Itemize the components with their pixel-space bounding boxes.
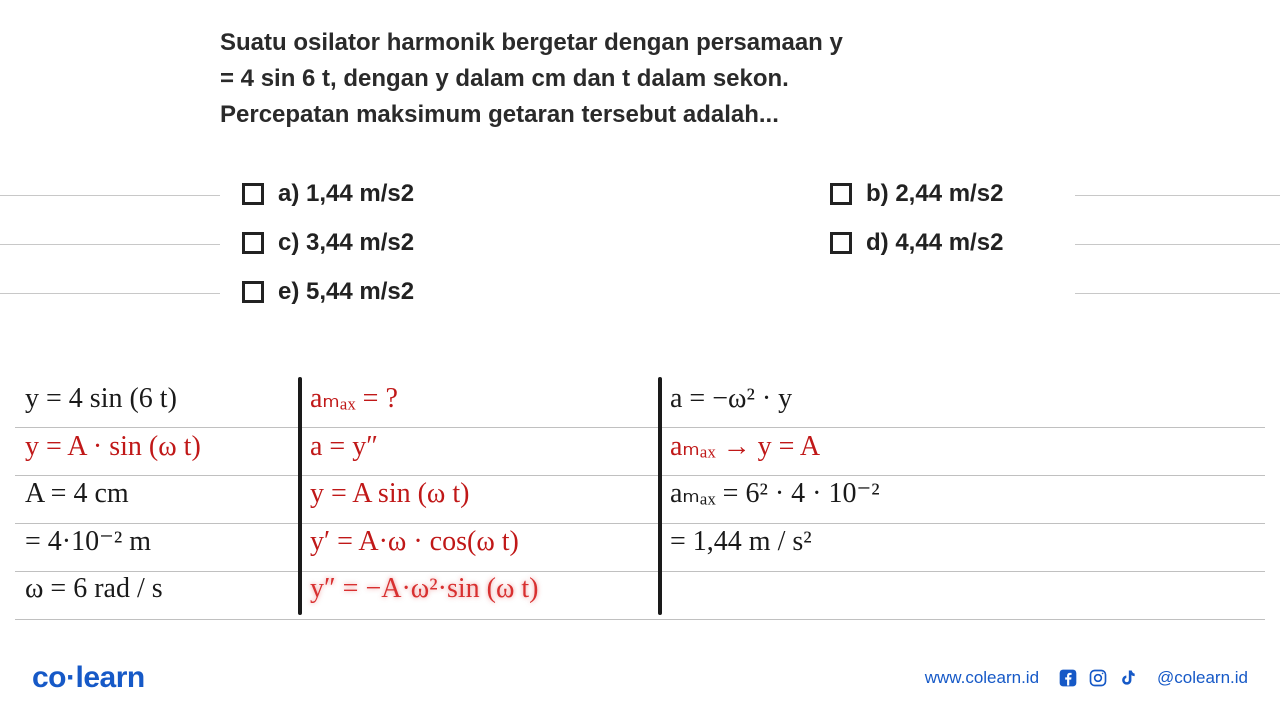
hw-line: a = y″ xyxy=(310,423,640,471)
option-a[interactable]: a) 1,44 m/s2 xyxy=(242,180,414,208)
option-label: d) xyxy=(866,229,889,257)
footer: co·learn www.colearn.id @colearn.id xyxy=(0,658,1280,698)
hw-line: aₘₐₓ → y = A xyxy=(670,423,1010,471)
checkbox-icon[interactable] xyxy=(242,183,264,205)
option-row-1: a) 1,44 m/s2 b) 2,44 m/s2 xyxy=(0,170,1280,219)
footer-right: www.colearn.id @colearn.id xyxy=(925,667,1248,689)
hw-line: y″ = −A·ω²·sin (ω t) xyxy=(310,565,640,613)
hw-line: = 1,44 m / s² xyxy=(670,518,1010,566)
rule-line xyxy=(0,293,220,294)
question-block: Suatu osilator harmonik bergetar dengan … xyxy=(220,25,1220,153)
tiktok-icon[interactable] xyxy=(1117,667,1139,689)
social-icons xyxy=(1057,667,1139,689)
hw-line: = 4·10⁻² m xyxy=(25,518,295,566)
checkbox-icon[interactable] xyxy=(830,183,852,205)
handwritten-notes: y = 4 sin (6 t) y = A · sin (ω t) A = 4 … xyxy=(0,365,1280,635)
notes-column-3: a = −ω² · y aₘₐₓ → y = A aₘₐₓ = 6² · 4 ·… xyxy=(670,375,1010,565)
option-c[interactable]: c) 3,44 m/s2 xyxy=(242,229,414,257)
notes-column-2: aₘₐₓ = ? a = y″ y = A sin (ω t) y′ = A·ω… xyxy=(310,375,640,613)
option-text: 1,44 m/s2 xyxy=(306,180,414,208)
brand-dot-icon: · xyxy=(66,661,76,694)
hw-line: A = 4 cm xyxy=(25,470,295,518)
hw-line: y = A sin (ω t) xyxy=(310,470,640,518)
notes-column-1: y = 4 sin (6 t) y = A · sin (ω t) A = 4 … xyxy=(25,375,295,613)
checkbox-icon[interactable] xyxy=(830,232,852,254)
hw-line: ω = 6 rad / s xyxy=(25,565,295,613)
hw-line: y′ = A·ω · cos(ω t) xyxy=(310,518,640,566)
option-text: 3,44 m/s2 xyxy=(306,229,414,257)
option-text: 2,44 m/s2 xyxy=(895,180,1003,208)
facebook-icon[interactable] xyxy=(1057,667,1079,689)
question-line-2: = 4 sin 6 t, dengan y dalam cm dan t dal… xyxy=(220,61,1220,97)
notebook-line xyxy=(15,619,1265,620)
option-label: e) xyxy=(278,278,299,306)
column-divider xyxy=(658,377,662,615)
column-divider xyxy=(298,377,302,615)
question-line-3: Percepatan maksimum getaran tersebut ada… xyxy=(220,97,1220,133)
options-container: a) 1,44 m/s2 b) 2,44 m/s2 c) 3,44 m/s2 d… xyxy=(0,170,1280,317)
option-label: c) xyxy=(278,229,299,257)
brand-logo: co·learn xyxy=(32,661,145,695)
instagram-icon[interactable] xyxy=(1087,667,1109,689)
option-text: 5,44 m/s2 xyxy=(306,278,414,306)
option-label: b) xyxy=(866,180,889,208)
hw-line: aₘₐₓ = ? xyxy=(310,375,640,423)
question-text: Suatu osilator harmonik bergetar dengan … xyxy=(220,25,1220,133)
checkbox-icon[interactable] xyxy=(242,232,264,254)
option-b[interactable]: b) 2,44 m/s2 xyxy=(830,180,1003,208)
option-label: a) xyxy=(278,180,299,208)
rule-line xyxy=(1075,195,1280,196)
option-e[interactable]: e) 5,44 m/s2 xyxy=(242,278,414,306)
brand-co: co xyxy=(32,661,66,694)
hw-line: y = A · sin (ω t) xyxy=(25,423,295,471)
option-d[interactable]: d) 4,44 m/s2 xyxy=(830,229,1003,257)
brand-learn: learn xyxy=(76,661,145,694)
option-text: 4,44 m/s2 xyxy=(895,229,1003,257)
footer-handle[interactable]: @colearn.id xyxy=(1157,668,1248,688)
question-line-1: Suatu osilator harmonik bergetar dengan … xyxy=(220,25,1220,61)
hw-line: aₘₐₓ = 6² · 4 · 10⁻² xyxy=(670,470,1010,518)
checkbox-icon[interactable] xyxy=(242,281,264,303)
rule-line xyxy=(0,244,220,245)
option-row-3: e) 5,44 m/s2 xyxy=(0,268,1280,317)
rule-line xyxy=(1075,293,1280,294)
footer-url[interactable]: www.colearn.id xyxy=(925,668,1039,688)
option-row-2: c) 3,44 m/s2 d) 4,44 m/s2 xyxy=(0,219,1280,268)
rule-line xyxy=(0,195,220,196)
hw-line: y = 4 sin (6 t) xyxy=(25,375,295,423)
hw-line: a = −ω² · y xyxy=(670,375,1010,423)
rule-line xyxy=(1075,244,1280,245)
